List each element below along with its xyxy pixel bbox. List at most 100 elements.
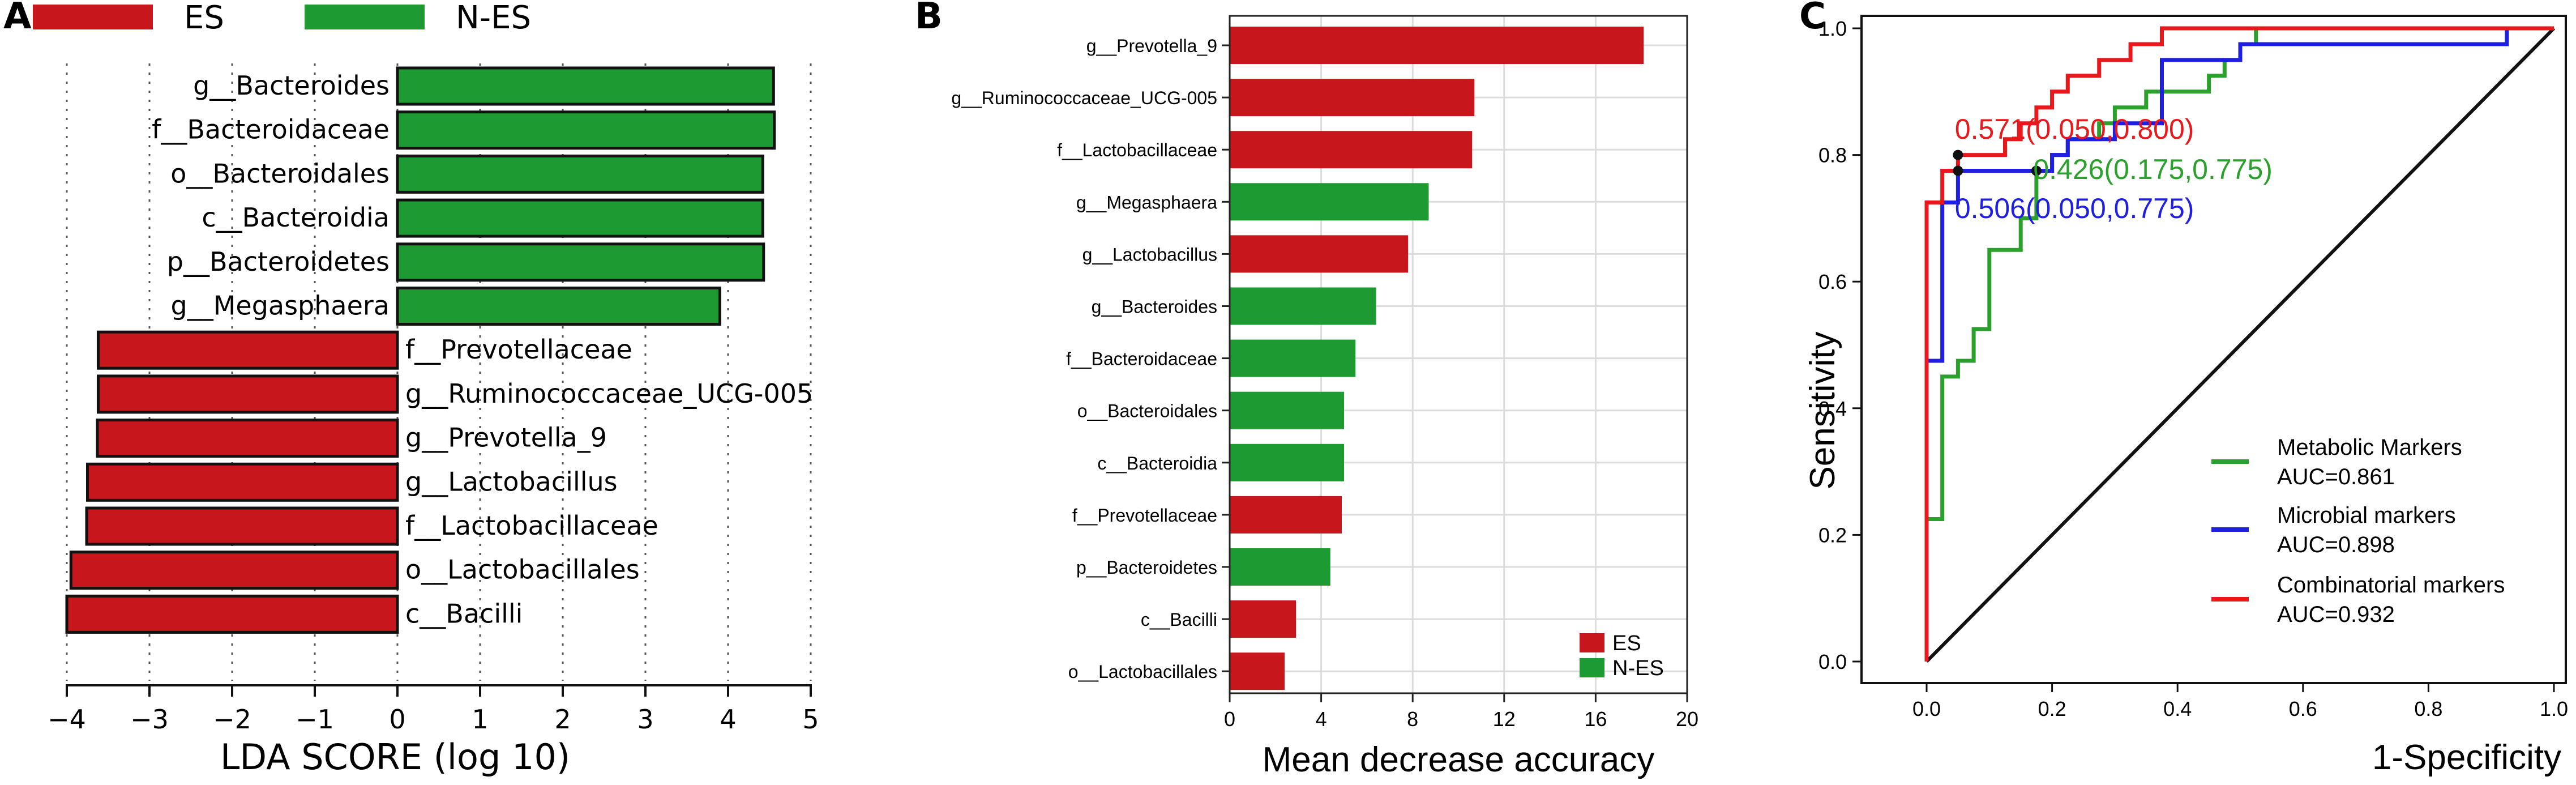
mda-category-label-g-megasphaera: g__Megasphaera bbox=[1076, 192, 1217, 212]
y-tick-label-c-5: 1.0 bbox=[1818, 17, 1847, 40]
legend-es-swatch bbox=[33, 5, 153, 29]
x-tick-label-b-2: 8 bbox=[1407, 707, 1418, 731]
roc-optimal-point-combinatorial-markers bbox=[1953, 150, 1963, 160]
legend-auc-microbial-markers: AUC=0.898 bbox=[2277, 532, 2395, 557]
x-tick-label-b-3: 12 bbox=[1493, 707, 1516, 731]
lda-bar-p-bacteroidetes bbox=[396, 242, 765, 282]
mda-bar-g-ruminococcaceae-ucg-005 bbox=[1230, 79, 1475, 117]
mda-bar-f-prevotellaceae bbox=[1230, 496, 1342, 534]
panel-c-x-axis-title: 1-Specificity bbox=[2372, 738, 2561, 777]
lda-category-label-c-bacilli: c__Bacilli bbox=[405, 598, 523, 629]
mda-category-label-o-bacteroidales: o__Bacteroidales bbox=[1077, 401, 1217, 421]
x-tick-label-a-5: 1 bbox=[472, 704, 488, 735]
lda-category-label-f-lactobacillaceae: f__Lactobacillaceae bbox=[405, 510, 658, 541]
legend-es-label: ES bbox=[184, 0, 224, 36]
panel-c-y-axis-title: Sensitivity bbox=[1803, 331, 1842, 489]
x-tick-label-b-0: 0 bbox=[1224, 707, 1235, 731]
panel-c-legend: Metabolic Markers AUC=0.861 Microbial mark… bbox=[2211, 435, 2505, 627]
mda-category-label-f-lactobacillaceae: f__Lactobacillaceae bbox=[1057, 140, 1217, 160]
panel-b-legend: ES N-ES bbox=[1580, 632, 1664, 680]
mda-category-label-c-bacteroidia: c__Bacteroidia bbox=[1097, 453, 1217, 473]
x-tick-label-a-7: 3 bbox=[637, 704, 653, 735]
lda-category-label-g-prevotella-9: g__Prevotella_9 bbox=[405, 423, 607, 453]
y-tick-label-c-2: 0.4 bbox=[1818, 397, 1847, 420]
legend-nes-label: N-ES bbox=[456, 0, 531, 36]
lda-category-label-g-ruminococcaceae-ucg-005: g__Ruminococcaceae_UCG-005 bbox=[405, 378, 813, 409]
lda-bar-o-bacteroidales bbox=[396, 154, 764, 194]
roc-optimal-point-metabolic-markers bbox=[2031, 165, 2042, 176]
panel-a-legend: ES N-ES bbox=[33, 0, 531, 36]
lda-category-label-f-prevotellaceae: f__Prevotellaceae bbox=[405, 334, 632, 365]
lda-bar-g-megasphaera bbox=[396, 287, 721, 326]
roc-annotation-microbial-markers: 0.506(0.050,0.775) bbox=[1955, 193, 2194, 224]
mda-bar-c-bacilli bbox=[1230, 600, 1296, 638]
mda-bar-o-bacteroidales bbox=[1230, 391, 1344, 429]
panel-a-grid bbox=[66, 63, 812, 681]
mda-category-label-g-prevotella-9: g__Prevotella_9 bbox=[1086, 36, 1217, 56]
lda-bar-f-lactobacillaceae bbox=[85, 506, 399, 546]
x-tick-label-b-4: 16 bbox=[1584, 707, 1607, 731]
panel-b-grid bbox=[1229, 16, 1688, 693]
y-tick-label-c-0: 0.0 bbox=[1818, 650, 1847, 673]
x-tick-label-c-0: 0.0 bbox=[1912, 697, 1941, 720]
lda-bar-f-prevotellaceae bbox=[96, 330, 399, 370]
lda-bar-g-bacteroides bbox=[396, 66, 775, 106]
legend-name-microbial-markers: Microbial markers bbox=[2277, 503, 2456, 528]
panel-b-legend-es-label: ES bbox=[1612, 632, 1641, 655]
roc-diagonal-reference bbox=[1925, 27, 2556, 663]
lda-category-label-p-bacteroidetes: p__Bacteroidetes bbox=[167, 246, 390, 277]
panel-a-x-axis-title: LDA SCORE (log 10) bbox=[220, 736, 570, 778]
mda-bar-g-bacteroides bbox=[1230, 287, 1376, 325]
mda-bar-g-lactobacillus bbox=[1230, 235, 1409, 273]
x-tick-label-b-5: 20 bbox=[1676, 707, 1698, 731]
x-tick-label-c-2: 0.4 bbox=[2163, 697, 2192, 720]
panel-a-label: A bbox=[3, 0, 32, 37]
panel-c-label: C bbox=[1799, 0, 1826, 37]
panel-b-legend-nes-label: N-ES bbox=[1612, 656, 1664, 680]
panel-b-legend-es-swatch bbox=[1580, 633, 1604, 652]
x-tick-label-a-4: 0 bbox=[389, 704, 405, 735]
panel-a: A ES N-ES g__Bacteroides f__Bacteroidacea… bbox=[3, 0, 819, 778]
y-tick-label-c-4: 0.8 bbox=[1818, 144, 1847, 167]
y-tick-label-c-3: 0.6 bbox=[1818, 270, 1847, 293]
panel-b-legend-nes-swatch bbox=[1580, 658, 1604, 677]
x-tick-label-c-3: 0.6 bbox=[2289, 697, 2317, 720]
mda-bar-o-lactobacillales bbox=[1230, 652, 1285, 690]
panel-b-category-labels: g__Prevotella_9 g__Ruminococcaceae_UCG-00… bbox=[951, 36, 1217, 682]
lda-bar-f-bacteroidaceae bbox=[396, 110, 776, 150]
mda-bar-f-lactobacillaceae bbox=[1230, 131, 1473, 169]
mda-bar-c-bacteroidia bbox=[1230, 443, 1344, 481]
legend-auc-combinatorial-markers: AUC=0.932 bbox=[2277, 602, 2395, 627]
x-tick-label-c-4: 0.8 bbox=[2414, 697, 2442, 720]
panel-c-frame bbox=[1860, 15, 2567, 684]
lda-bar-c-bacilli bbox=[65, 594, 399, 634]
mda-category-label-c-bacilli: c__Bacilli bbox=[1141, 609, 1217, 630]
lda-category-label-g-megasphaera: g__Megasphaera bbox=[171, 291, 390, 321]
panel-b-x-axis-title: Mean decrease accuracy bbox=[1263, 740, 1655, 779]
mda-category-label-p-bacteroidetes: p__Bacteroidetes bbox=[1076, 557, 1217, 578]
lda-category-label-o-lactobacillales: o__Lactobacillales bbox=[405, 554, 640, 585]
panel-b: B g__Prevotella_9 g__Ruminococcaceae_UCG-… bbox=[915, 0, 1698, 779]
lda-category-label-c-bacteroidia: c__Bacteroidia bbox=[202, 202, 390, 233]
x-tick-label-b-1: 4 bbox=[1316, 707, 1327, 731]
lda-bar-o-lactobacillales bbox=[69, 551, 399, 590]
y-tick-label-c-1: 0.2 bbox=[1818, 523, 1847, 547]
lda-category-label-f-bacteroidaceae: f__Bacteroidaceae bbox=[152, 114, 390, 145]
roc-annotation-metabolic-markers: 0.426(0.175,0.775) bbox=[2033, 153, 2273, 185]
lda-category-label-o-bacteroidales: o__Bacteroidales bbox=[170, 158, 390, 189]
mda-bar-g-megasphaera bbox=[1230, 183, 1429, 221]
x-tick-label-a-1: −3 bbox=[130, 704, 169, 735]
x-tick-label-a-2: −2 bbox=[213, 704, 251, 735]
panel-b-bars bbox=[1230, 27, 1644, 690]
mda-bar-g-prevotella-9 bbox=[1230, 27, 1644, 64]
panel-c: C 0.426(0.175,0.775) 0.506(0.050,0.775) 0.… bbox=[1799, 0, 2568, 777]
panel-b-label: B bbox=[915, 0, 943, 37]
mda-category-label-g-bacteroides: g__Bacteroides bbox=[1092, 297, 1217, 317]
panel-c-axes: 0.0 0.0 0.2 0.2 0.4 0.4 0.6 0.6 0.8 0.8 1.0 1.0 bbox=[1818, 15, 2568, 720]
x-tick-label-c-1: 0.2 bbox=[2038, 697, 2066, 720]
panel-a-category-labels: g__Bacteroides f__Bacteroidaceae o__Bacter… bbox=[152, 70, 813, 629]
lda-bar-g-prevotella-9 bbox=[96, 419, 399, 458]
lda-bar-c-bacteroidia bbox=[396, 198, 764, 238]
roc-annotation-combinatorial-markers: 0.571(0.050,0.800) bbox=[1955, 113, 2194, 145]
roc-curve-combinatorial-markers bbox=[1924, 26, 2554, 662]
